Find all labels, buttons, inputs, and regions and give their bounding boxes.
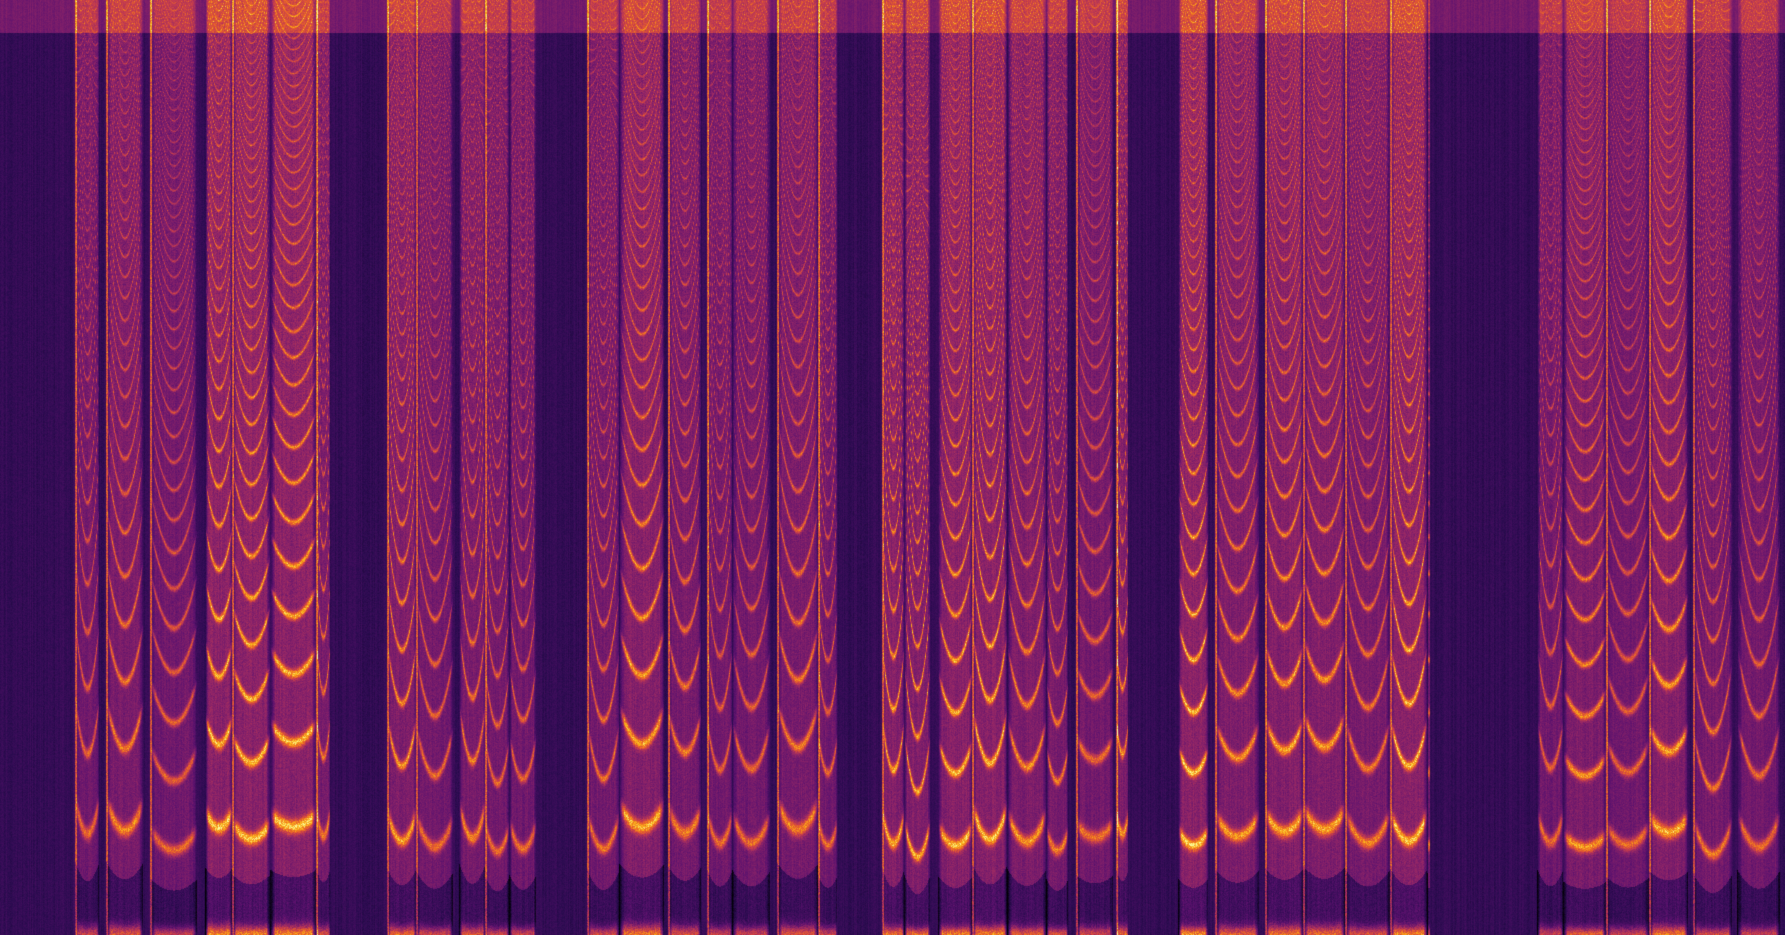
spectrogram-image (0, 0, 1785, 935)
